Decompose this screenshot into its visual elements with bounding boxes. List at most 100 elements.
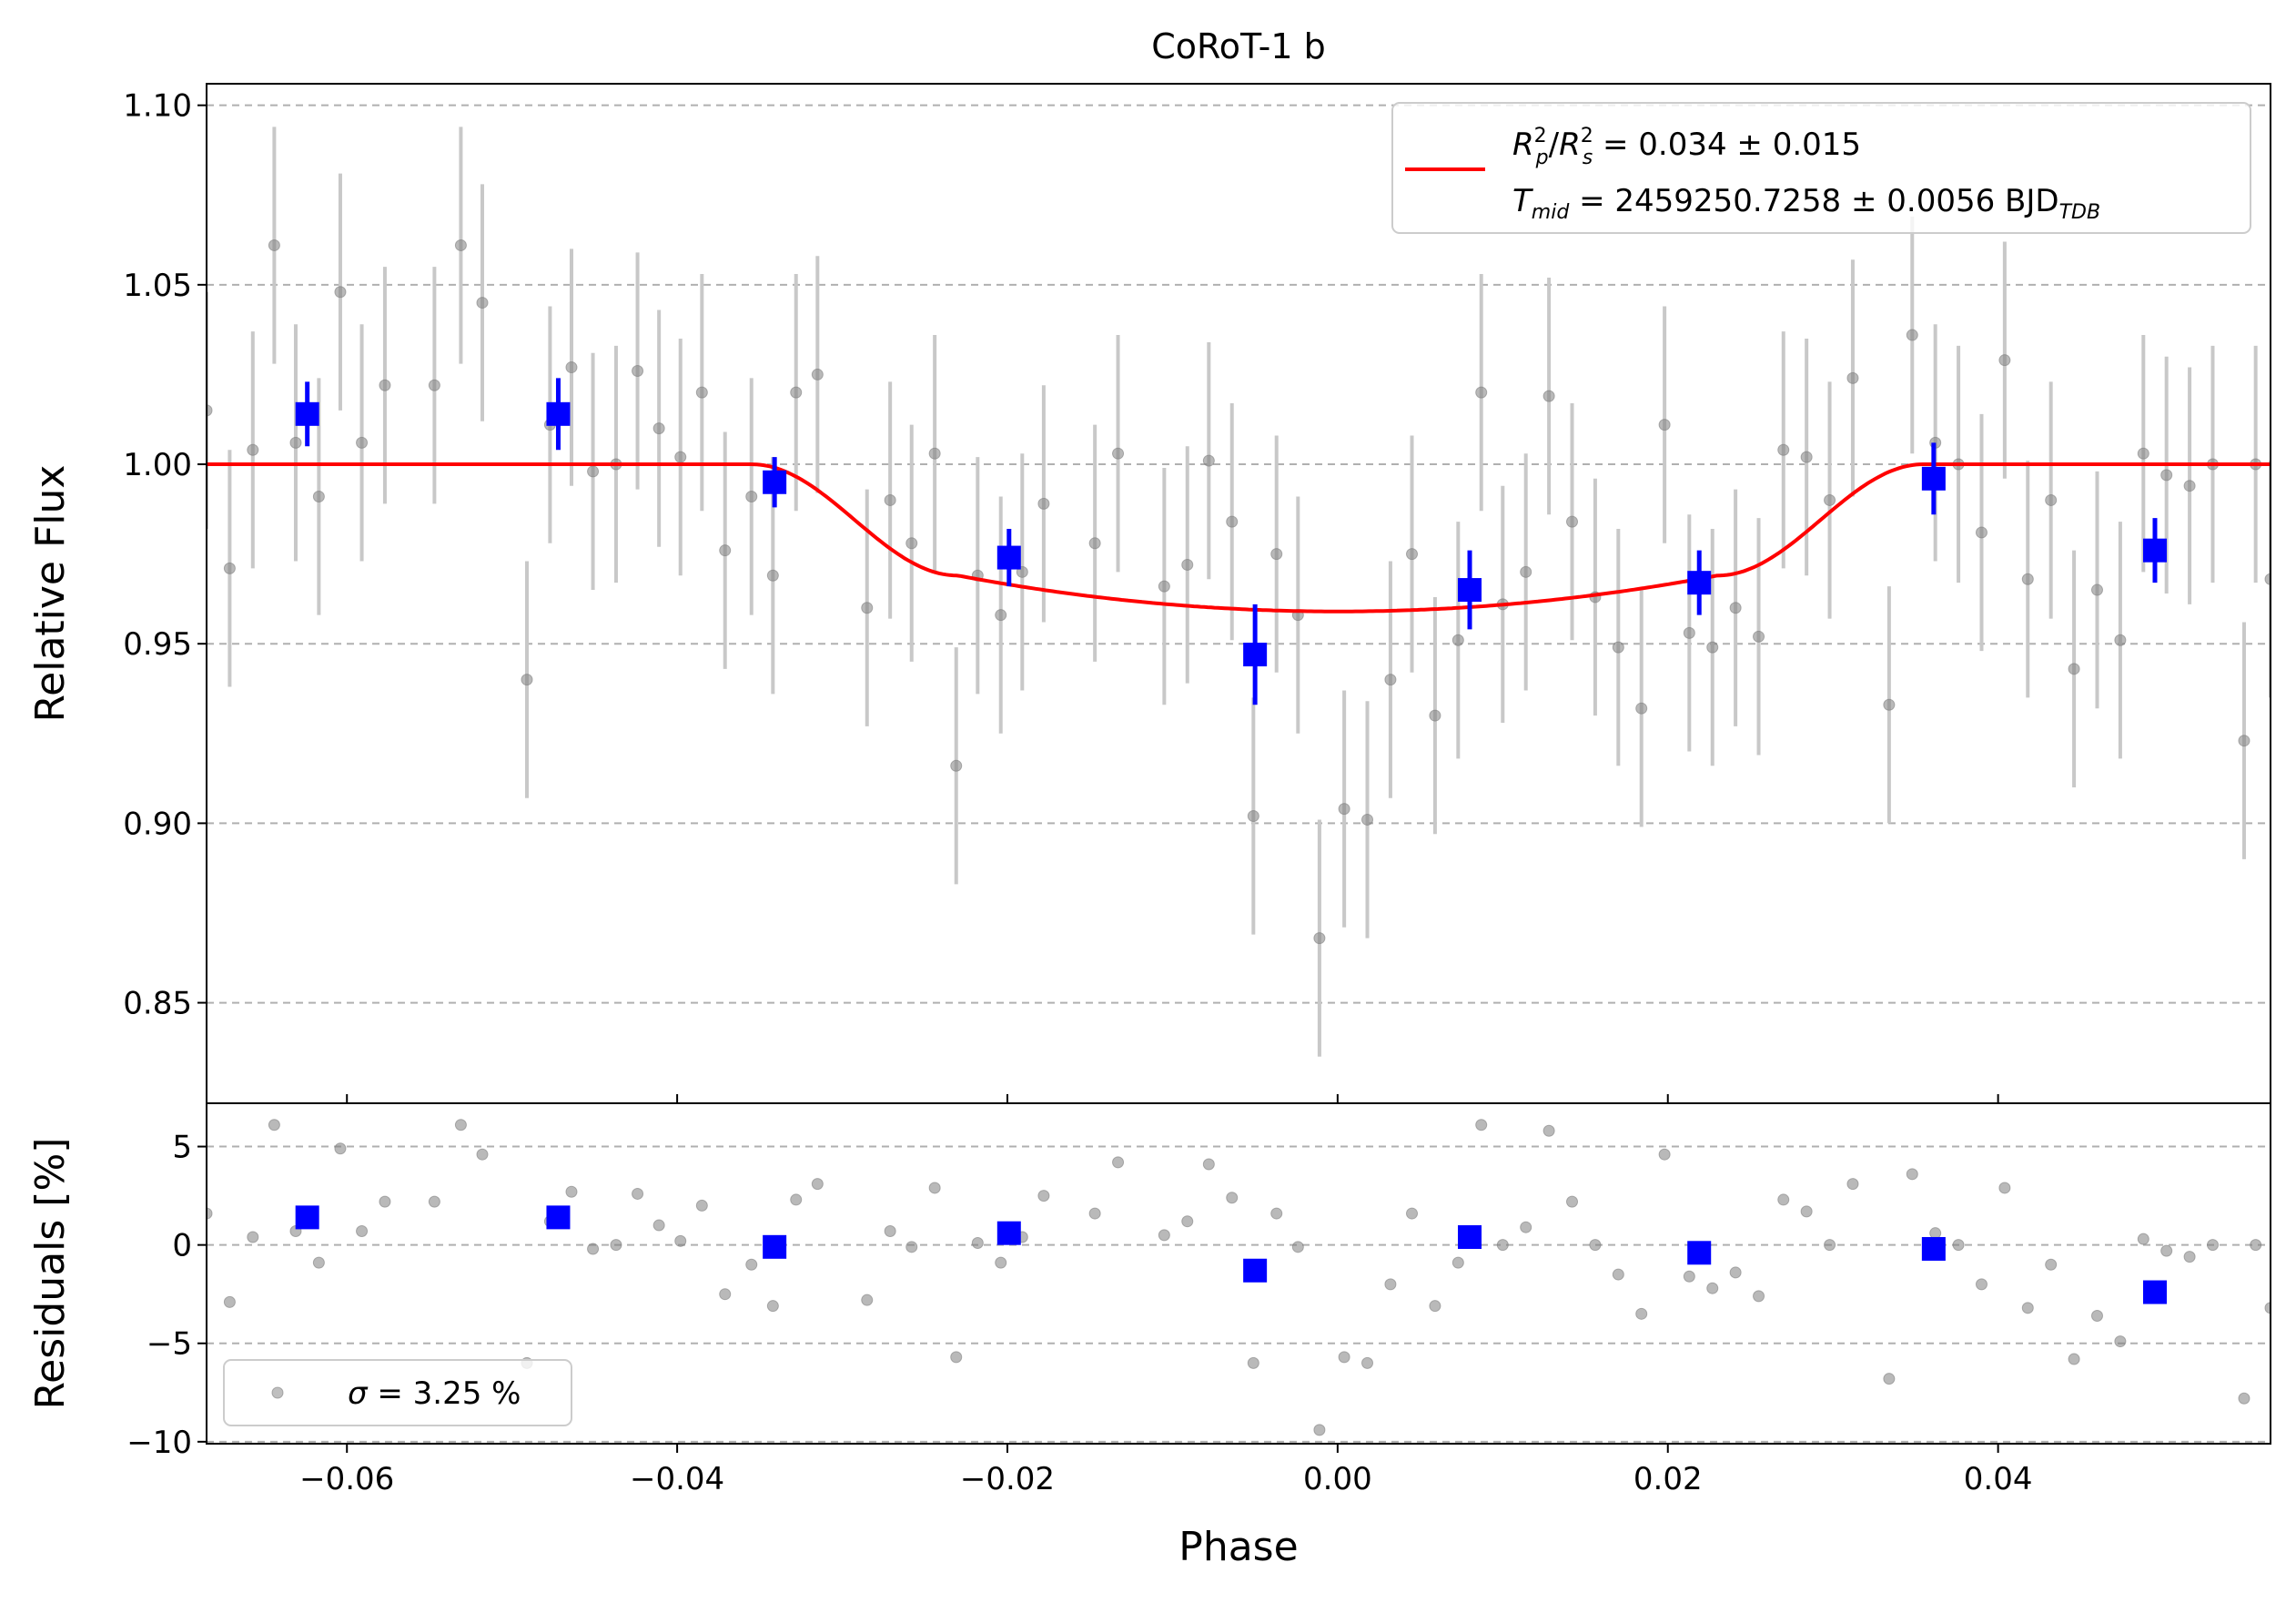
residual-point (207, 1207, 213, 1220)
residual-point (454, 1119, 467, 1131)
residual-binned-point (996, 1221, 1021, 1245)
residual-point (1361, 1356, 1374, 1369)
residual-point (334, 1142, 347, 1155)
raw-point (2160, 469, 2173, 482)
raw-point (1824, 493, 1836, 506)
main-y-tick-label: 1.00 (123, 447, 192, 483)
raw-point (1338, 803, 1350, 816)
raw-point (1520, 565, 1532, 578)
raw-point (1202, 454, 1215, 467)
residual-binned-point (1243, 1258, 1268, 1283)
raw-point (2045, 493, 2058, 506)
residual-point (905, 1241, 918, 1253)
residual-point (928, 1182, 941, 1194)
tmid-value: = 2459250.7258 ± 0.0056 BJD (1569, 183, 2058, 219)
residuals-legend-entry: σ = 3.25 % (348, 1375, 521, 1412)
ratio-lhs-base: R (1512, 127, 1534, 163)
raw-point (1181, 558, 1194, 571)
residual-point (2238, 1392, 2250, 1405)
residuals-y-tick-label: −5 (147, 1326, 192, 1363)
residual-point (2183, 1251, 2196, 1263)
residual-binned-point (546, 1205, 571, 1230)
residual-point (565, 1185, 578, 1198)
raw-point (2183, 480, 2196, 492)
residual-binned-point (1458, 1225, 1482, 1250)
residuals-x-ticks: −0.06 −0.04 −0.02 0.00 0.02 0.04 (299, 1444, 2032, 1497)
raw-point (1906, 329, 1918, 341)
raw-point (1729, 602, 1742, 614)
raw-point (950, 759, 963, 772)
raw-point (1429, 709, 1441, 722)
raw-point (1658, 419, 1671, 431)
residual-point (1520, 1221, 1532, 1233)
residual-binned-point (1921, 1236, 1946, 1261)
binned-point (1921, 466, 1946, 491)
binned-point (763, 470, 787, 494)
residuals-legend-marker (271, 1386, 284, 1399)
residual-point (1566, 1195, 1579, 1208)
residual-point (428, 1195, 440, 1208)
main-raw-errorbars (207, 127, 2271, 1057)
raw-point (587, 465, 600, 478)
raw-point (1542, 390, 1555, 402)
main-y-ticks: 0.85 0.90 0.95 1.00 1.05 1.10 (123, 88, 207, 1022)
main-panel: 0.85 0.90 0.95 1.00 1.05 1.10 Relative Flux R… (27, 83, 2271, 1104)
raw-point (790, 386, 803, 399)
x-tick-label: −0.04 (630, 1461, 724, 1497)
transit-model-line (207, 462, 2271, 614)
residual-point (695, 1199, 708, 1212)
residual-point (811, 1178, 824, 1191)
x-tick-label: 0.02 (1633, 1461, 1703, 1497)
raw-point (1635, 702, 1648, 715)
ratio-rhs-base: R (1559, 127, 1581, 163)
residual-point (1635, 1307, 1648, 1320)
residual-point (1247, 1356, 1259, 1369)
raw-point (289, 436, 302, 449)
raw-point (1313, 932, 1326, 945)
residual-point (587, 1243, 600, 1255)
raw-point (521, 674, 533, 686)
raw-point (811, 368, 824, 380)
raw-point (1753, 630, 1765, 643)
raw-point (861, 602, 874, 614)
raw-point (674, 451, 687, 463)
raw-point (454, 238, 467, 251)
raw-point (1451, 634, 1464, 646)
raw-point (1158, 580, 1170, 593)
raw-point (2264, 573, 2271, 585)
residual-point (1112, 1156, 1125, 1169)
raw-point (428, 379, 440, 391)
x-tick-label: 0.04 (1964, 1461, 2033, 1497)
raw-point (1800, 451, 1813, 463)
residual-point (2090, 1309, 2103, 1322)
residual-point (1824, 1239, 1836, 1252)
binned-point (1687, 571, 1712, 595)
main-y-tick-label: 0.85 (123, 986, 192, 1022)
raw-point (334, 286, 347, 299)
residual-point (247, 1231, 259, 1243)
residual-point (1496, 1239, 1509, 1252)
raw-point (268, 238, 280, 251)
raw-point (1566, 515, 1579, 528)
residual-point (1729, 1266, 1742, 1279)
raw-point (719, 544, 732, 557)
raw-point (2137, 447, 2149, 460)
raw-point (1475, 386, 1488, 399)
raw-point (565, 361, 578, 374)
raw-point (207, 404, 213, 417)
ratio-sep: / (1549, 127, 1560, 163)
binned-point (1458, 578, 1482, 603)
residuals-panel: −10 −5 0 5 −0.06 −0.04 −0.02 0.00 0.02 0.04 Resi… (27, 1102, 2271, 1570)
residual-point (674, 1234, 687, 1247)
residual-binned-point (1687, 1241, 1712, 1265)
residual-point (356, 1225, 369, 1238)
residuals-axes-frame (206, 1102, 2271, 1445)
residual-point (1612, 1268, 1624, 1281)
raw-point (312, 491, 325, 503)
x-tick-label: −0.06 (299, 1461, 394, 1497)
residual-point (1846, 1178, 1859, 1191)
residual-point (1202, 1158, 1215, 1171)
raw-point (632, 364, 644, 377)
residual-point (1475, 1119, 1488, 1131)
main-raw-points (207, 238, 2271, 945)
